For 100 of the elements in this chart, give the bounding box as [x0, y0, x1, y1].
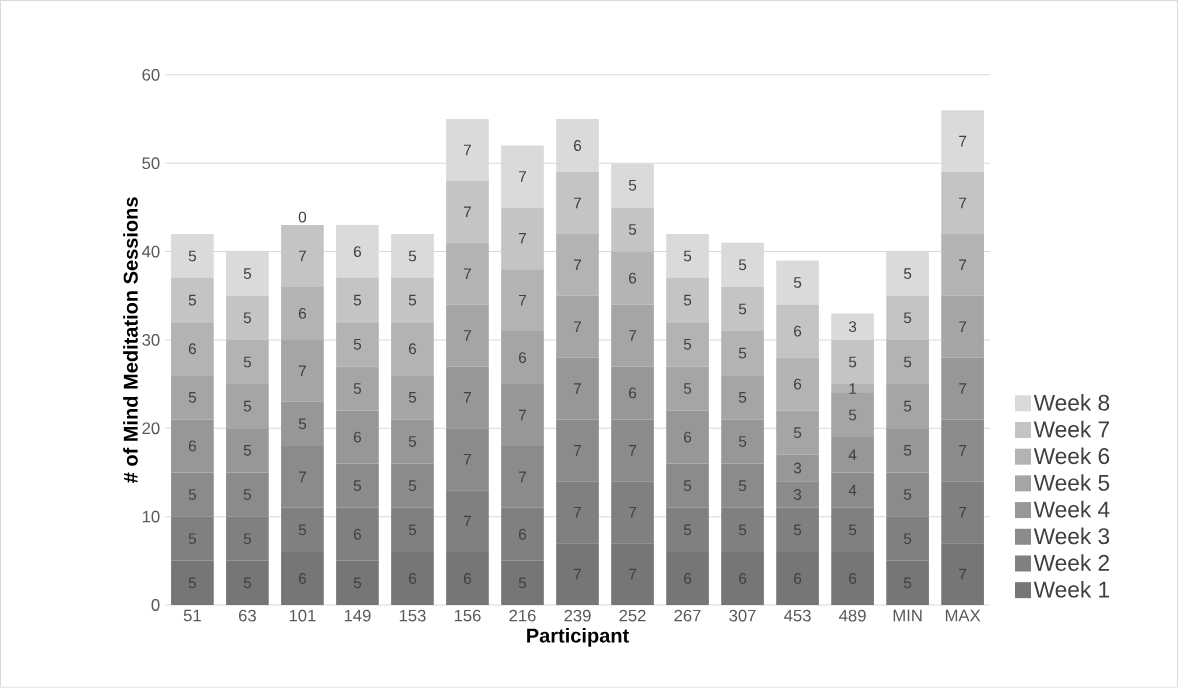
data-label: 5: [243, 533, 252, 545]
bar: [941, 172, 984, 234]
data-label: 5: [353, 339, 362, 350]
bar: [886, 339, 929, 385]
bar: [556, 295, 599, 358]
data-label: 7: [519, 233, 526, 244]
bar: [721, 375, 764, 420]
bar: [446, 180, 489, 243]
bar: [776, 260, 819, 305]
data-label: 5: [353, 480, 362, 492]
data-label: 5: [903, 312, 912, 324]
x-tick-label: 156: [454, 609, 481, 622]
data-label: 6: [629, 387, 637, 399]
data-label: 7: [574, 445, 581, 456]
data-label: 5: [683, 383, 692, 394]
data-label: 7: [959, 507, 967, 518]
bar: [611, 304, 654, 367]
bar: [776, 304, 819, 358]
data-label: 5: [243, 400, 252, 412]
data-label: 7: [959, 383, 967, 394]
data-label: 7: [574, 321, 581, 333]
bar: [611, 251, 654, 305]
data-label: 7: [464, 144, 471, 156]
data-label: 6: [353, 528, 362, 540]
data-label: 0: [298, 211, 307, 223]
data-label: 6: [684, 431, 692, 443]
data-label: 5: [188, 294, 197, 306]
data-label: 4: [848, 449, 857, 461]
data-label: 3: [793, 462, 802, 474]
data-label: 5: [903, 489, 912, 500]
data-label: 5: [903, 445, 912, 456]
bar: [556, 172, 599, 234]
data-label: 5: [738, 524, 747, 536]
bar: [446, 304, 489, 367]
data-label: 6: [353, 431, 362, 443]
y-tick-label: 30: [142, 334, 160, 346]
data-label: 7: [574, 197, 581, 209]
bar: [281, 339, 324, 402]
data-label: 5: [243, 268, 252, 280]
y-tick-label: 40: [142, 245, 160, 258]
y-tick-label: 20: [142, 422, 160, 435]
data-label: 7: [464, 330, 471, 341]
data-label: 5: [793, 427, 802, 439]
bar: [281, 225, 324, 287]
x-tick-label: MAX: [945, 609, 981, 622]
data-label: 7: [574, 507, 581, 518]
legend-label: Week 1: [1033, 581, 1110, 598]
data-label: 5: [683, 480, 692, 492]
bar: [776, 410, 819, 455]
bar: [831, 393, 874, 438]
data-label: 7: [464, 454, 471, 465]
bar: [666, 278, 709, 323]
bar: [721, 331, 764, 376]
data-label: 5: [628, 180, 637, 191]
data-label: 5: [793, 524, 802, 536]
data-label: 7: [519, 409, 526, 421]
bar: [501, 269, 544, 332]
bar: [886, 251, 929, 296]
x-tick-label: 101: [289, 609, 316, 622]
data-label: 5: [848, 524, 857, 536]
bar: [666, 366, 709, 411]
bar: [391, 233, 434, 279]
x-tick-label: 453: [784, 609, 811, 622]
data-label: 5: [793, 277, 802, 288]
data-label: 6: [519, 528, 527, 540]
data-label: 5: [188, 489, 197, 500]
bar: [281, 286, 324, 340]
x-tick-label: 252: [619, 609, 646, 622]
data-label: 7: [959, 321, 967, 333]
bar: [556, 233, 599, 296]
bar: [721, 242, 764, 287]
bar: [611, 207, 654, 252]
data-label: 7: [464, 515, 471, 527]
bar: [446, 119, 489, 181]
data-label: 6: [188, 440, 196, 452]
bar: [886, 295, 929, 340]
y-tick-label: 0: [151, 599, 160, 611]
x-tick-label: 51: [183, 609, 201, 622]
data-label: 1: [849, 383, 857, 394]
data-label: 7: [519, 471, 526, 483]
legend-label: Week 5: [1033, 474, 1110, 491]
bar: [226, 339, 269, 385]
bar: [336, 322, 379, 367]
data-label: 5: [848, 356, 857, 368]
data-label: 7: [574, 383, 581, 394]
legend-label: Week 8: [1033, 394, 1110, 411]
x-tick-label: 307: [729, 609, 756, 622]
data-label: 7: [519, 171, 526, 182]
data-label: 5: [738, 259, 747, 271]
bar: [391, 278, 434, 323]
bar: [336, 366, 379, 411]
data-label: 5: [903, 356, 912, 368]
bar: [666, 322, 709, 367]
data-label: 5: [188, 533, 197, 545]
bar: [171, 278, 214, 323]
data-label: 5: [738, 303, 747, 315]
x-axis-title: Participant: [527, 628, 629, 647]
data-label: 5: [188, 392, 197, 403]
data-label: 7: [464, 206, 471, 218]
data-label: 5: [903, 268, 912, 280]
